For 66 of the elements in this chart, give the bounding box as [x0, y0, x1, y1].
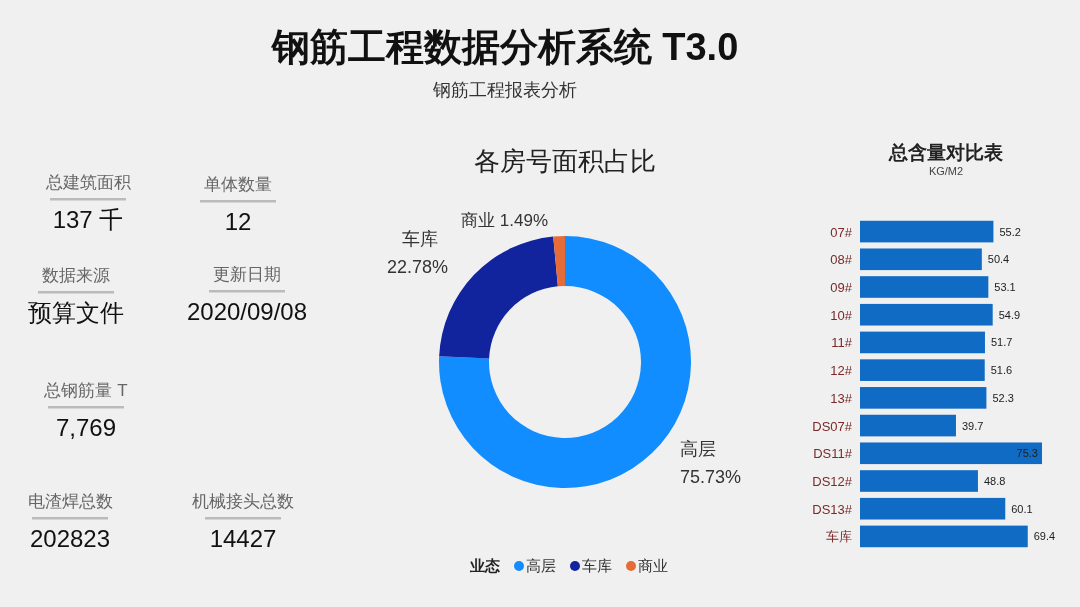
- bar: [860, 387, 987, 409]
- donut-slice: [553, 236, 565, 287]
- text: 137 千: [52, 206, 124, 233]
- y-tick-label: DS12#: [812, 473, 853, 489]
- bar: [860, 470, 978, 492]
- bar: [860, 442, 1042, 465]
- text: 7,769: [55, 414, 117, 441]
- data-label: 69.4: [1033, 530, 1056, 543]
- bar: [860, 220, 994, 243]
- data-label: 60.1: [1011, 502, 1033, 515]
- text: 数据来源: [42, 266, 110, 285]
- y-tick-label: 11#: [831, 335, 853, 351]
- text: 机械接头总数: [192, 492, 294, 511]
- data-label: 22.78%: [386, 257, 448, 277]
- text: 更新日期: [213, 265, 281, 284]
- chart-title: 总含量对比表: [888, 142, 1004, 163]
- text: 2020/09/08: [186, 298, 308, 325]
- text: 电渣焊总数: [27, 492, 113, 511]
- text: 14427: [209, 525, 277, 552]
- y-tick-label: 13#: [830, 390, 853, 406]
- data-label: 50.4: [987, 253, 1010, 266]
- y-tick-label: DS13#: [812, 501, 853, 517]
- text: 总建筑面积: [44, 173, 131, 192]
- text: 单体数量: [204, 175, 272, 194]
- slice-label: 商业: [461, 211, 496, 230]
- bar: [860, 276, 989, 298]
- legend-label: 高层: [526, 557, 556, 574]
- bar: [860, 359, 985, 381]
- y-tick-label: DS11#: [813, 446, 853, 462]
- bar: [860, 331, 985, 354]
- data-label: 51.7: [990, 336, 1013, 349]
- legend-label: 商业: [638, 557, 668, 574]
- y-tick-label: 10#: [830, 307, 853, 323]
- text: 总钢筋量 T: [43, 381, 128, 400]
- y-tick-label: 12#: [830, 363, 853, 379]
- text: 12: [224, 208, 252, 235]
- y-tick-label: 车库: [826, 529, 852, 545]
- text: 预算文件: [28, 299, 124, 326]
- bar: [860, 303, 993, 326]
- bar: [860, 248, 982, 271]
- data-label: 75.3: [1016, 447, 1038, 460]
- data-label: 52.3: [992, 391, 1014, 404]
- data-label: 1.49%: [499, 211, 548, 230]
- slice-label: 车库: [402, 229, 438, 249]
- data-label: 75.73%: [680, 467, 742, 487]
- data-label: 53.1: [994, 281, 1016, 294]
- legend-label: 车库: [582, 557, 612, 574]
- bar: [860, 414, 956, 437]
- bar: [860, 497, 1006, 520]
- text: 钢筋工程报表分析: [432, 80, 577, 100]
- legend-title: 业态: [469, 557, 500, 574]
- y-tick-label: 08#: [830, 252, 853, 268]
- data-label: 55.2: [999, 225, 1021, 238]
- data-label: 51.6: [990, 364, 1013, 377]
- bar: [860, 525, 1028, 548]
- chart-subtitle: KG/M2: [928, 165, 964, 177]
- data-label: 39.7: [961, 419, 984, 432]
- slice-label: 高层: [680, 439, 716, 459]
- data-label: 54.9: [998, 308, 1021, 321]
- y-tick-label: 09#: [830, 280, 853, 296]
- text: 202823: [29, 525, 111, 552]
- chart-title: 各房号面积占比: [474, 146, 656, 176]
- y-tick-label: 07#: [830, 224, 853, 240]
- text: 钢筋工程数据分析系统 T3.0: [269, 26, 739, 68]
- data-label: 48.8: [983, 474, 1006, 487]
- y-tick-label: DS07#: [812, 418, 853, 434]
